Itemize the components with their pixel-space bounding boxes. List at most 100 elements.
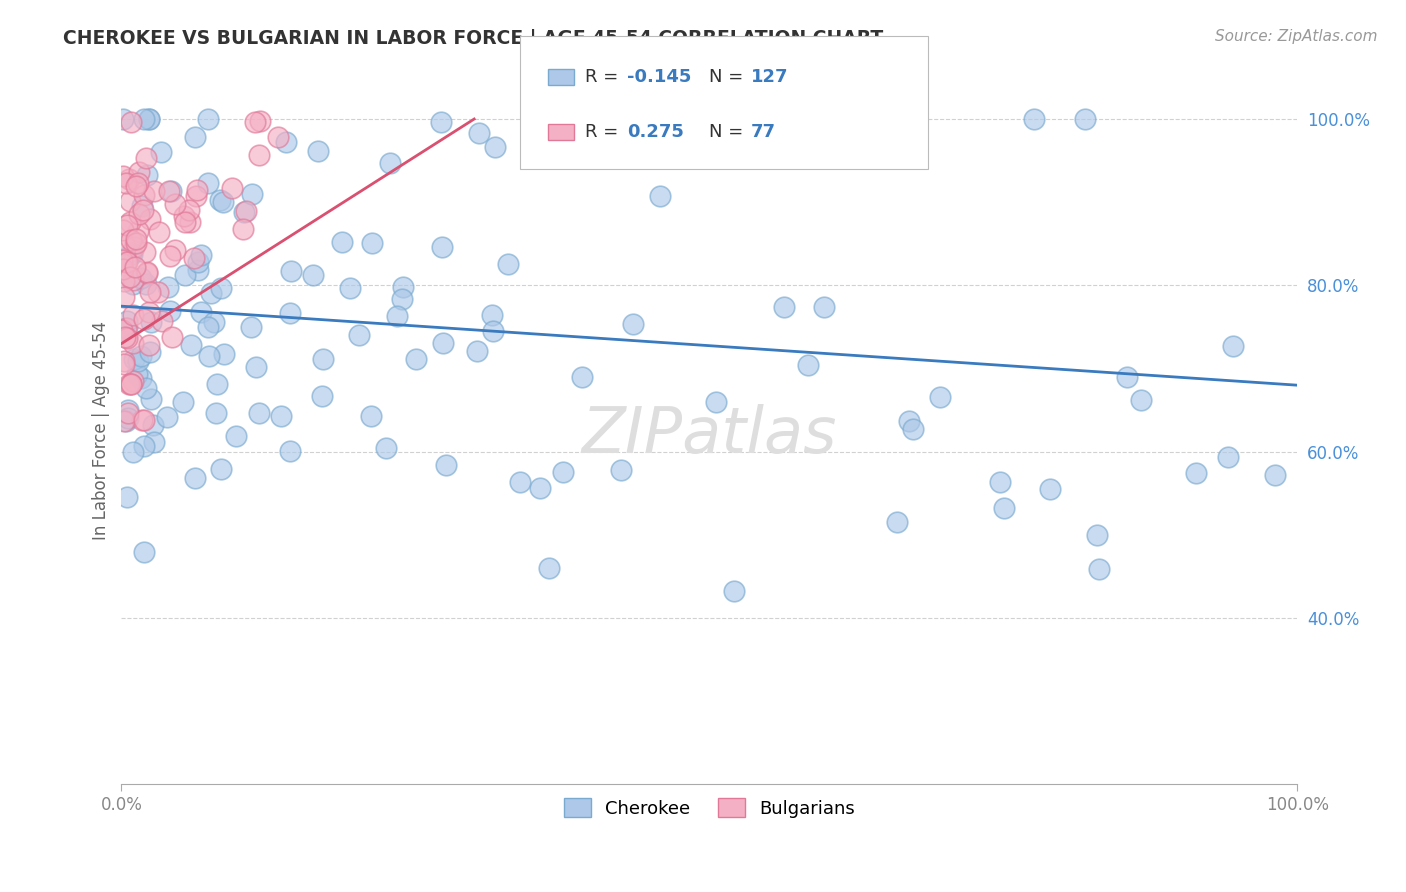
Point (128, 165, 150, 179)
Point (156, 279, 179, 293)
Point (127, 354, 149, 368)
Point (174, 215, 197, 229)
Point (115, 313, 138, 327)
Point (112, 354, 135, 368)
Point (648, 189, 671, 203)
Point (197, 112, 219, 126)
Point (160, 329, 183, 343)
Point (509, 475, 531, 489)
Point (723, 584, 745, 599)
Point (165, 197, 187, 211)
Point (235, 204, 257, 219)
Point (1024, 112, 1046, 126)
Text: R =: R = (585, 68, 624, 86)
Point (172, 394, 194, 409)
Point (125, 236, 148, 251)
Point (249, 113, 271, 128)
Point (190, 305, 212, 319)
Point (378, 156, 401, 170)
Point (391, 292, 413, 306)
Point (127, 176, 149, 190)
Point (135, 151, 157, 165)
Point (159, 249, 181, 263)
Point (112, 357, 135, 371)
Point (198, 349, 221, 363)
Point (197, 319, 219, 334)
Point (330, 235, 353, 249)
Point (117, 403, 139, 417)
Point (112, 413, 135, 427)
Point (138, 112, 160, 126)
Point (186, 183, 208, 197)
Point (127, 224, 149, 238)
Point (886, 515, 908, 529)
Point (156, 410, 179, 425)
Point (1088, 562, 1111, 576)
Text: Source: ZipAtlas.com: Source: ZipAtlas.com (1215, 29, 1378, 44)
Point (157, 184, 180, 198)
Point (484, 140, 506, 154)
Text: -0.145: -0.145 (627, 68, 692, 86)
Point (988, 475, 1011, 489)
Point (197, 177, 219, 191)
Point (115, 321, 138, 335)
Point (174, 268, 197, 282)
Point (278, 306, 301, 320)
Point (183, 129, 205, 144)
Point (551, 465, 574, 479)
Point (159, 304, 181, 318)
Point (117, 406, 139, 420)
Point (208, 193, 231, 207)
Point (311, 389, 333, 403)
Point (349, 328, 371, 343)
Point (1218, 450, 1240, 465)
Point (307, 144, 329, 158)
Point (124, 240, 146, 254)
Point (247, 148, 270, 162)
Point (312, 352, 335, 367)
Point (873, 112, 896, 126)
Point (142, 184, 165, 198)
Point (136, 265, 159, 279)
Point (245, 359, 267, 374)
Point (276, 135, 298, 149)
Point (124, 260, 146, 274)
Point (405, 351, 427, 366)
Point (139, 315, 162, 329)
Point (111, 261, 134, 276)
Point (112, 236, 135, 251)
Text: ZIPatlas: ZIPatlas (582, 404, 837, 467)
Point (131, 413, 153, 427)
Text: CHEROKEE VS BULGARIAN IN LABOR FORCE | AGE 45-54 CORRELATION CHART: CHEROKEE VS BULGARIAN IN LABOR FORCE | A… (63, 29, 883, 48)
Point (132, 439, 155, 453)
Point (202, 315, 225, 329)
Point (212, 347, 235, 361)
Point (115, 331, 138, 345)
Point (211, 194, 233, 209)
Point (115, 414, 138, 428)
Point (243, 114, 266, 128)
Point (150, 145, 173, 160)
Point (148, 226, 170, 240)
Point (122, 352, 145, 367)
Point (772, 301, 794, 315)
Point (187, 263, 209, 277)
Point (184, 471, 207, 485)
Point (537, 561, 560, 575)
Point (571, 370, 593, 384)
Point (120, 233, 142, 247)
Point (114, 330, 136, 344)
Point (339, 281, 361, 295)
Point (118, 270, 141, 285)
Point (360, 409, 382, 423)
Point (117, 255, 139, 269)
Point (1039, 482, 1062, 496)
Point (138, 304, 160, 318)
Point (122, 335, 145, 350)
Point (118, 215, 141, 229)
Point (232, 205, 254, 219)
Point (434, 458, 457, 473)
Point (211, 281, 233, 295)
Point (132, 312, 155, 326)
Point (122, 308, 145, 322)
